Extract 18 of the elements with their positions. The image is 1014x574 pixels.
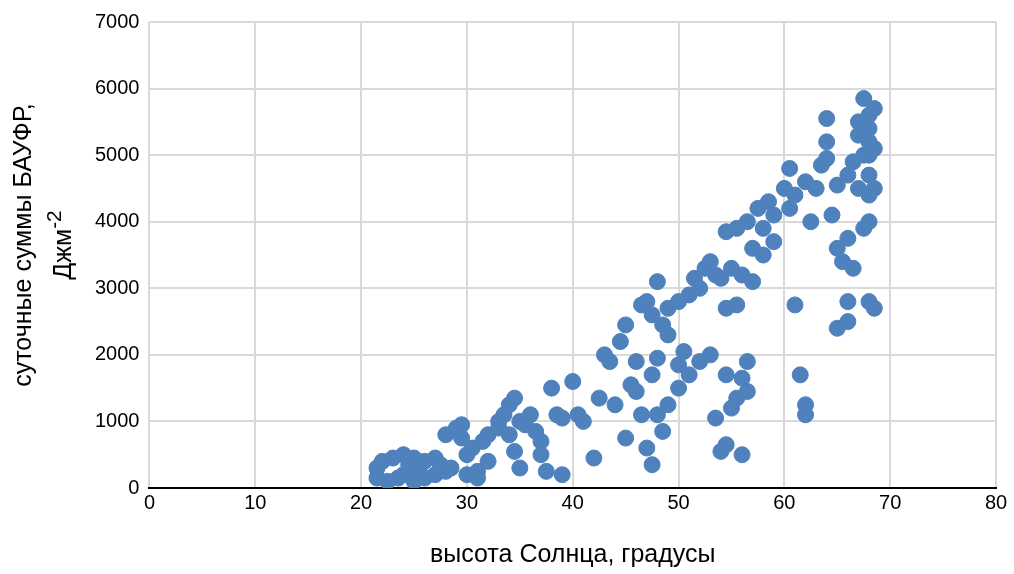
y-tick-label: 2000 xyxy=(94,342,140,365)
x-tick-label: 10 xyxy=(244,490,267,513)
x-tick-label: 30 xyxy=(455,490,479,513)
y-tick-label: 6000 xyxy=(94,76,140,99)
y-tick-label: 1000 xyxy=(94,408,140,431)
y-tick-label: 4000 xyxy=(94,209,140,232)
x-tick-label: 80 xyxy=(984,490,1008,513)
y-tick-label: 0 xyxy=(128,475,140,498)
x-tick-label: 50 xyxy=(667,490,690,513)
x-tick-label: 70 xyxy=(879,490,902,513)
x-tick-label: 0 xyxy=(143,490,156,513)
x-tick-label: 40 xyxy=(561,490,584,513)
y-tick-label: 7000 xyxy=(94,9,140,32)
y-tick-label: 3000 xyxy=(94,275,140,298)
y-tick-label: 5000 xyxy=(94,142,140,165)
x-tick-label: 20 xyxy=(349,490,373,513)
x-axis-title: высота Солнца, градусы xyxy=(429,538,716,567)
x-tick-label: 60 xyxy=(773,490,796,513)
